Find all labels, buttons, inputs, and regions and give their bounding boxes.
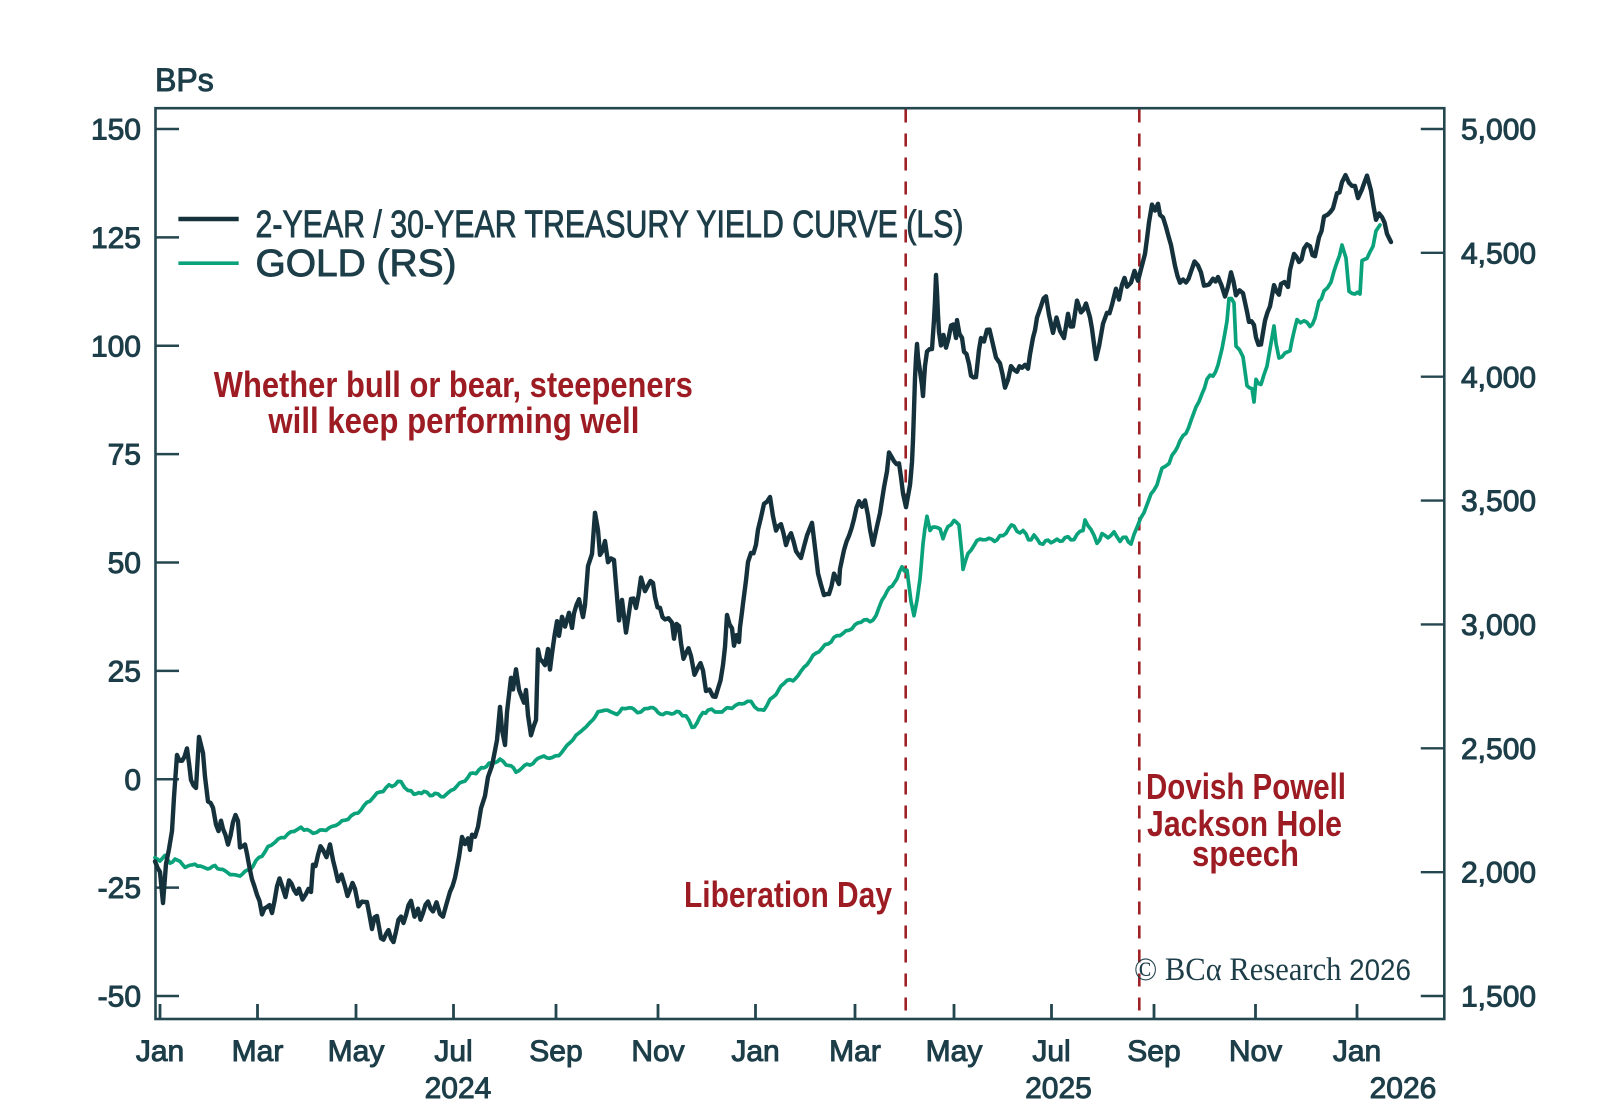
svg-text:2-YEAR / 30-YEAR TREASURY YIEL: 2-YEAR / 30-YEAR TREASURY YIELD CURVE (L… [256, 204, 964, 246]
svg-text:Liberation Day: Liberation Day [684, 874, 892, 915]
svg-text:2,500: 2,500 [1461, 733, 1536, 766]
svg-text:4,000: 4,000 [1461, 361, 1536, 394]
svg-text:150: 150 [91, 114, 141, 147]
svg-text:Mar: Mar [829, 1035, 881, 1068]
svg-text:Mar: Mar [232, 1035, 284, 1068]
svg-text:BPs: BPs [155, 62, 214, 98]
svg-text:2025: 2025 [1025, 1072, 1092, 1105]
svg-text:speech: speech [1192, 833, 1299, 874]
svg-text:Nov: Nov [631, 1035, 684, 1068]
svg-text:Jan: Jan [136, 1035, 184, 1068]
svg-text:Jul: Jul [1032, 1035, 1070, 1068]
svg-text:125: 125 [91, 222, 141, 255]
svg-text:Sep: Sep [529, 1035, 582, 1068]
svg-text:Jan: Jan [731, 1035, 779, 1068]
svg-text:1,500: 1,500 [1461, 981, 1536, 1014]
svg-text:3,500: 3,500 [1461, 485, 1536, 518]
svg-text:0: 0 [124, 764, 141, 797]
svg-text:100: 100 [91, 330, 141, 363]
svg-text:will keep performing well: will keep performing well [268, 400, 640, 441]
svg-text:5,000: 5,000 [1461, 114, 1536, 147]
svg-text:3,000: 3,000 [1461, 609, 1536, 642]
svg-text:May: May [926, 1035, 983, 1068]
svg-text:Jul: Jul [434, 1035, 472, 1068]
svg-text:May: May [328, 1035, 385, 1068]
svg-text:2026: 2026 [1370, 1072, 1437, 1105]
svg-text:GOLD (RS): GOLD (RS) [256, 243, 457, 285]
svg-text:Whether bull or bear, steepene: Whether bull or bear, steepeners [214, 364, 693, 405]
svg-text:-25: -25 [98, 872, 141, 905]
svg-text:25: 25 [108, 656, 141, 689]
svg-text:4,500: 4,500 [1461, 238, 1536, 271]
svg-text:75: 75 [108, 439, 141, 472]
svg-text:Dovish Powell: Dovish Powell [1146, 766, 1346, 807]
svg-text:50: 50 [108, 547, 141, 580]
svg-text:Jackson Hole: Jackson Hole [1147, 803, 1342, 844]
svg-text:-50: -50 [98, 981, 141, 1014]
svg-text:2024: 2024 [425, 1072, 492, 1105]
svg-text:Nov: Nov [1229, 1035, 1282, 1068]
svg-text:Jan: Jan [1333, 1035, 1381, 1068]
svg-text:© BCα Research 2026: © BCα Research 2026 [1134, 952, 1411, 988]
svg-text:Sep: Sep [1127, 1035, 1180, 1068]
svg-text:2,000: 2,000 [1461, 857, 1536, 890]
